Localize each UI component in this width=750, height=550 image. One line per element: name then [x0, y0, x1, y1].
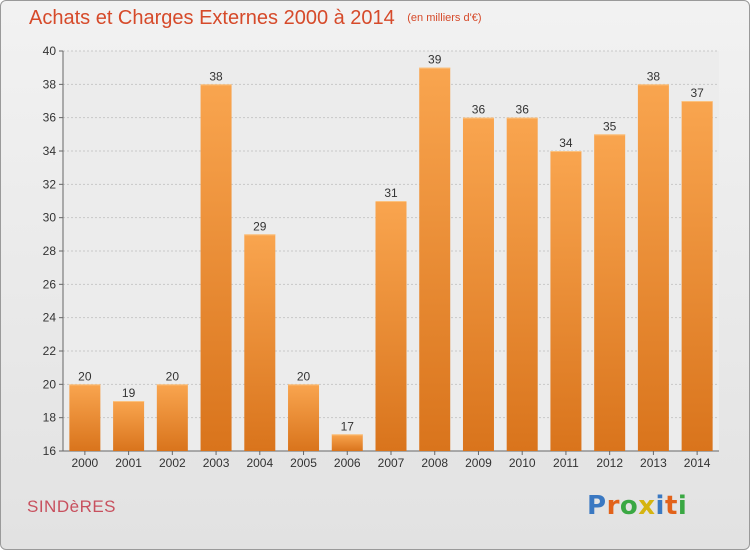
chart-subtitle: (en milliers d'€) [407, 12, 482, 24]
bar [506, 117, 538, 452]
bar-value-label: 38 [647, 69, 661, 83]
bar-value-label: 20 [166, 369, 180, 383]
bar-value-label: 35 [603, 119, 617, 133]
y-tick-label: 20 [43, 377, 57, 391]
chart-title: Achats et Charges Externes 2000 à 2014 [29, 7, 395, 29]
logo-letter: i [655, 491, 665, 521]
x-tick-label: 2005 [290, 456, 317, 470]
bar-value-label: 29 [253, 219, 267, 233]
bar-value-label: 34 [559, 136, 573, 150]
x-tick-label: 2001 [115, 456, 142, 470]
y-tick-label: 38 [43, 77, 57, 91]
y-tick-label: 32 [43, 177, 57, 191]
logo-letter: P [587, 491, 607, 521]
bar-value-label: 20 [78, 369, 92, 383]
bar [594, 134, 626, 452]
y-tick-label: 24 [43, 311, 57, 325]
x-tick-label: 2014 [684, 456, 711, 470]
bar-value-label: 36 [472, 103, 486, 117]
bar-value-label: 38 [209, 69, 223, 83]
bar-value-label: 39 [428, 53, 442, 67]
commune-name: SINDèRES [27, 497, 117, 516]
x-tick-label: 2000 [72, 456, 99, 470]
logo-letter: o [619, 491, 639, 521]
bar-value-label: 20 [297, 369, 311, 383]
y-tick-label: 34 [43, 144, 57, 158]
logo-letter: t [664, 491, 678, 521]
bar [331, 434, 363, 451]
x-tick-label: 2002 [159, 456, 186, 470]
logo-letter: r [606, 491, 620, 521]
bar-value-label: 36 [516, 103, 530, 117]
x-tick-label: 2011 [553, 456, 579, 470]
bar [69, 384, 101, 451]
bar [288, 384, 320, 451]
bar-value-label: 31 [384, 186, 398, 200]
x-tick-label: 2009 [465, 456, 492, 470]
bar [156, 384, 188, 451]
x-tick-label: 2006 [334, 456, 361, 470]
y-tick-label: 26 [43, 277, 57, 291]
bar [200, 84, 232, 451]
x-tick-label: 2007 [378, 456, 405, 470]
x-tick-label: 2003 [203, 456, 230, 470]
bar [419, 67, 451, 452]
bar [113, 401, 145, 451]
bar [681, 101, 713, 451]
y-tick-label: 22 [43, 344, 57, 358]
y-tick-label: 28 [43, 244, 57, 258]
bar [244, 234, 276, 451]
bar [462, 117, 494, 452]
bar [637, 84, 669, 451]
x-tick-label: 2010 [509, 456, 536, 470]
proxiti-logo[interactable]: Proxiti [587, 491, 687, 521]
chart-title-row: Achats et Charges Externes 2000 à 2014 (… [29, 7, 481, 30]
bar-value-label: 17 [341, 419, 355, 433]
logo-letter: x [638, 491, 656, 521]
y-tick-label: 16 [43, 444, 57, 458]
y-tick-label: 40 [43, 44, 57, 58]
x-tick-label: 2013 [640, 456, 667, 470]
bar [550, 151, 582, 451]
bar-value-label: 19 [122, 386, 136, 400]
bar [375, 201, 407, 451]
bar-value-label: 37 [690, 86, 704, 100]
x-tick-label: 2004 [246, 456, 273, 470]
y-tick-label: 30 [43, 211, 57, 225]
x-tick-label: 2012 [596, 456, 623, 470]
y-tick-label: 36 [43, 111, 57, 125]
logo-letter: i [677, 491, 688, 521]
x-tick-label: 2008 [421, 456, 448, 470]
y-tick-label: 18 [43, 411, 57, 425]
